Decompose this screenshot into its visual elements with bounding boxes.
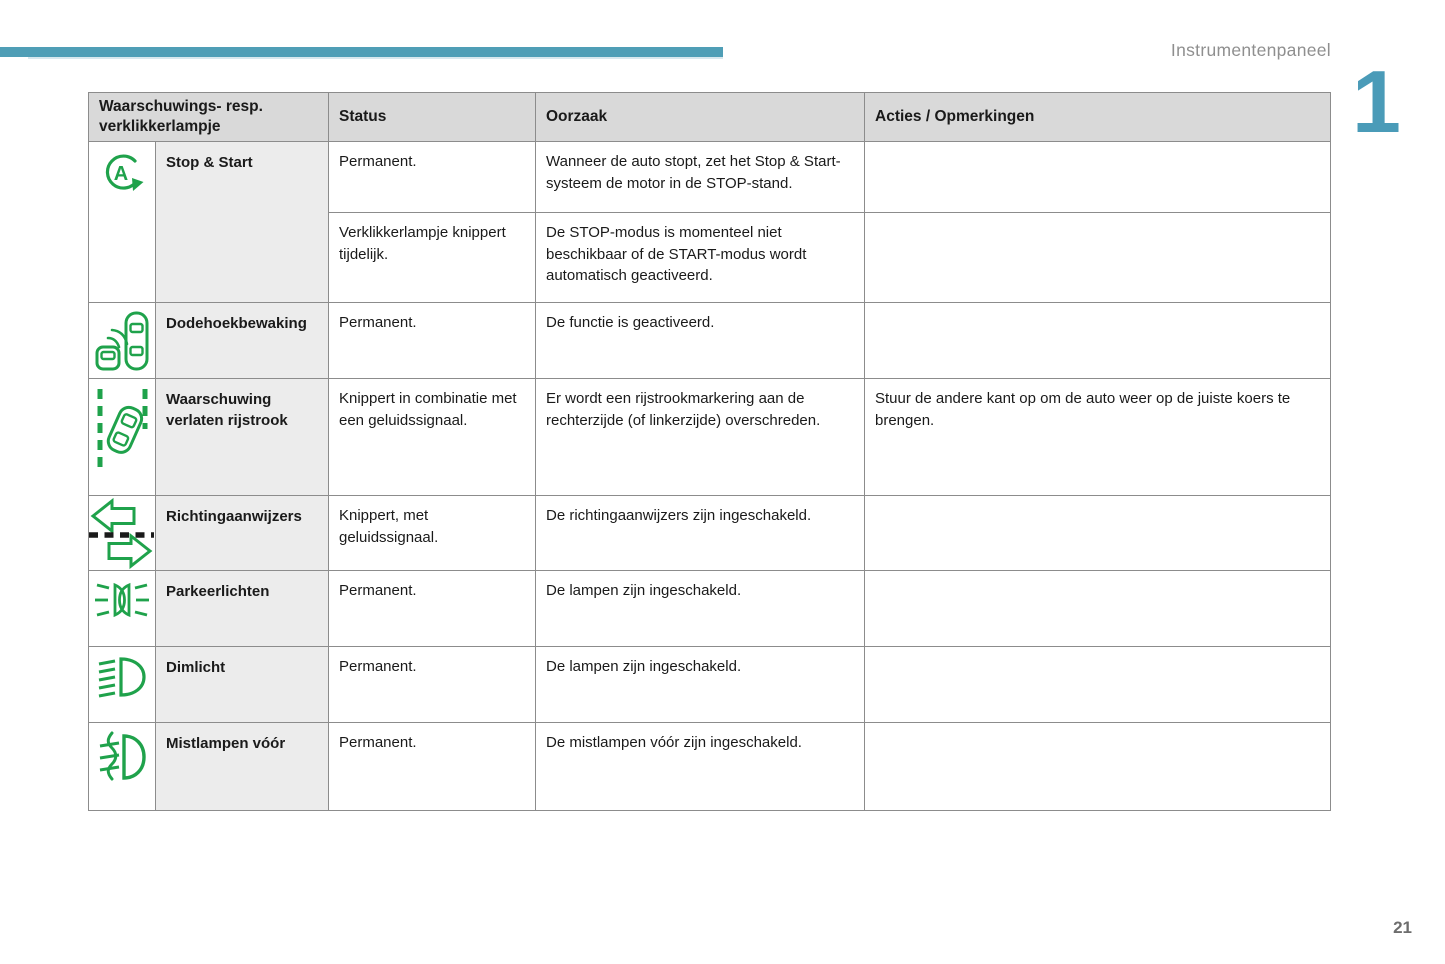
lamp-label: Mistlampen vóór [155, 722, 329, 812]
cause-cell: De STOP-modus is momenteel niet beschikb… [535, 212, 865, 304]
table-header-row: Waarschuwings- resp. verklikkerlampje St… [88, 91, 1331, 143]
lane-departure-warning-icon [95, 387, 149, 472]
cause-cell: De lampen zijn ingeschakeld. [535, 570, 865, 648]
column-header-lamp: Waarschuwings- resp. verklikkerlampje [88, 91, 329, 143]
chapter-rule [0, 47, 723, 59]
lamp-label: Stop & Start [155, 141, 329, 304]
table-row: Verklikkerlampje knippert tijdelijk. De … [89, 212, 1331, 304]
parking-lights-icon [93, 579, 151, 618]
svg-text:A: A [114, 163, 128, 185]
actions-cell [864, 302, 1331, 380]
blind-spot-monitoring-icon [95, 311, 149, 371]
table-row: Dodehoekbewaking Permanent. De functie i… [88, 302, 1331, 380]
status-cell: Permanent. [328, 722, 536, 812]
actions-cell [864, 212, 1331, 304]
low-beam-icon [96, 655, 148, 698]
status-cell: Permanent. [328, 646, 536, 724]
actions-cell [864, 722, 1331, 812]
cause-cell: De richtingaanwijzers zijn ingeschakeld. [535, 495, 865, 572]
cause-cell: De functie is geactiveerd. [535, 302, 865, 380]
column-header-actions: Acties / Opmerkingen [864, 91, 1331, 143]
actions-cell [864, 570, 1331, 648]
turn-indicators-icon [89, 496, 155, 570]
cause-cell: De lampen zijn ingeschakeld. [535, 646, 865, 724]
chapter-number-tab: 1 [1352, 52, 1401, 151]
status-cell: Permanent. [328, 302, 536, 380]
cause-cell: Er wordt een rijstrookmarkering aan de r… [535, 378, 865, 497]
warning-lights-table: Waarschuwings- resp. verklikkerlampje St… [88, 91, 1331, 812]
column-header-status: Status [328, 91, 536, 143]
lamp-label: Waarschuwing verlaten rijstrook [155, 378, 329, 497]
status-cell: Knippert in combinatie met een geluidssi… [328, 378, 536, 497]
lamp-label: Dodehoekbewaking [155, 302, 329, 380]
lamp-label: Richtingaanwijzers [155, 495, 329, 572]
cause-cell: De mistlampen vóór zijn ingeschakeld. [535, 722, 865, 812]
table-row: A Stop & Start Permanent. Wanneer de aut… [88, 141, 1331, 304]
running-header: Instrumentenpaneel [1170, 40, 1331, 60]
table-row: Richtingaanwijzers Knippert, met geluids… [88, 495, 1331, 572]
actions-cell: Stuur de andere kant op om de auto weer … [864, 378, 1331, 497]
page-number: 21 [1393, 918, 1412, 937]
cause-cell: Wanneer de auto stopt, zet het Stop & St… [535, 141, 865, 214]
table-row: Parkeerlichten Permanent. De lampen zijn… [88, 570, 1331, 648]
actions-cell [864, 141, 1331, 214]
table-row: Waarschuwing verlaten rijstrook Knippert… [88, 378, 1331, 497]
stop-start-icon: A [99, 150, 145, 192]
lamp-label: Parkeerlichten [155, 570, 329, 648]
actions-cell [864, 495, 1331, 572]
table-row: Dimlicht Permanent. De lampen zijn inges… [88, 646, 1331, 724]
status-cell: Verklikkerlampje knippert tijdelijk. [328, 212, 536, 304]
status-cell: Permanent. [328, 570, 536, 648]
table-row: Mistlampen vóór Permanent. De mistlampen… [88, 722, 1331, 812]
column-header-cause: Oorzaak [535, 91, 865, 143]
status-cell: Knippert, met geluidssignaal. [328, 495, 536, 572]
front-fog-lights-icon [97, 731, 147, 781]
lamp-label: Dimlicht [155, 646, 329, 724]
actions-cell [864, 646, 1331, 724]
status-cell: Permanent. [328, 141, 536, 214]
